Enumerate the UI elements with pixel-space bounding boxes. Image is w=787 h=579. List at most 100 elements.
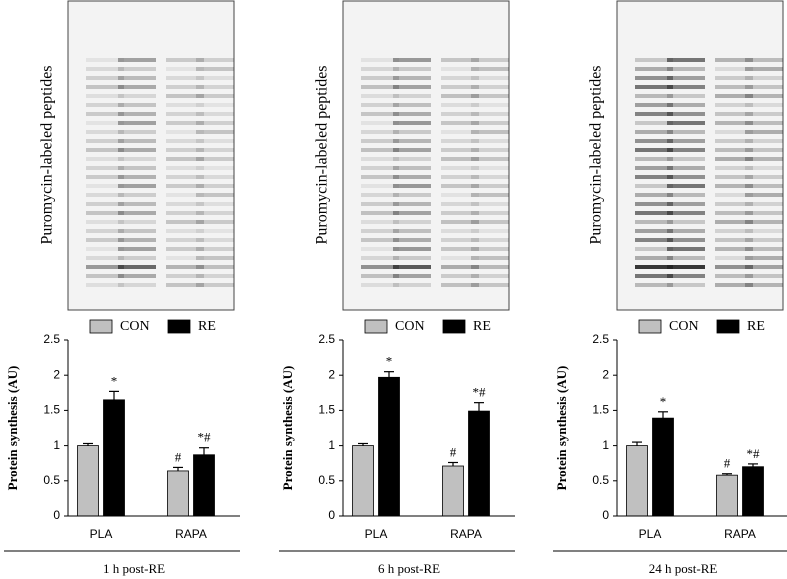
blot-band — [196, 202, 234, 206]
blot-band — [361, 166, 399, 170]
blot-band — [715, 67, 753, 71]
blot-band — [745, 130, 783, 134]
y-tick-label: 1.5 — [318, 403, 335, 417]
x-axis-label: 6 h post-RE — [378, 561, 440, 576]
error-bar — [474, 402, 484, 412]
blot-band — [393, 94, 431, 98]
error-bar — [658, 411, 668, 419]
bar — [378, 376, 400, 517]
blot-band — [745, 166, 783, 170]
blot-band — [471, 202, 509, 206]
blot-band — [393, 184, 431, 188]
blot-band — [471, 274, 509, 278]
y-tick-label: 1.5 — [592, 403, 609, 417]
blot-band — [667, 166, 705, 170]
blot-band — [118, 193, 156, 197]
blot-frame — [342, 0, 510, 311]
blot-band — [393, 265, 431, 269]
blot-band — [86, 130, 124, 134]
blot-band — [715, 202, 753, 206]
bar — [103, 399, 125, 517]
legend-swatch — [364, 319, 388, 334]
error-bar — [173, 466, 183, 471]
blot-band — [166, 148, 204, 152]
error-bar — [358, 442, 368, 446]
blot-band — [393, 229, 431, 233]
blot-band — [745, 211, 783, 215]
blot-band — [166, 58, 204, 62]
western-blot — [342, 0, 510, 311]
blot-band — [361, 283, 399, 287]
blot-band — [667, 148, 705, 152]
blot-band — [745, 184, 783, 188]
y-tick-label: 1.5 — [43, 403, 60, 417]
blot-band — [441, 274, 479, 278]
blot-band — [667, 76, 705, 80]
legend-swatch — [89, 319, 113, 334]
error-bar — [384, 371, 394, 378]
blot-band — [393, 121, 431, 125]
blot-band — [667, 130, 705, 134]
y-tick-label: 0 — [602, 508, 609, 522]
blot-band — [196, 220, 234, 224]
blot-band — [715, 274, 753, 278]
blot-band — [635, 157, 673, 161]
x-axis-label: 1 h post-RE — [103, 561, 165, 576]
blot-band — [471, 283, 509, 287]
blot-band — [196, 157, 234, 161]
blot-band — [635, 247, 673, 251]
bar — [352, 445, 374, 517]
blot-band — [715, 94, 753, 98]
blot-band — [441, 67, 479, 71]
blot-band — [667, 193, 705, 197]
blot-band — [86, 238, 124, 242]
bar — [716, 474, 738, 517]
blot-band — [715, 112, 753, 116]
blot-band — [667, 247, 705, 251]
blot-band — [441, 220, 479, 224]
blot-band — [166, 193, 204, 197]
significance-marker: * — [386, 354, 393, 369]
bar — [626, 445, 648, 517]
blot-band — [667, 175, 705, 179]
blot-band — [118, 175, 156, 179]
blot-band — [667, 94, 705, 98]
blot-band — [86, 247, 124, 251]
blot-band — [745, 238, 783, 242]
blot-band — [393, 130, 431, 134]
blot-band — [667, 121, 705, 125]
blot-band — [166, 229, 204, 233]
blot-band — [361, 103, 399, 107]
blot-band — [196, 193, 234, 197]
significance-marker: *# — [473, 385, 487, 400]
blot-band — [196, 274, 234, 278]
blot-band — [118, 220, 156, 224]
blot-band — [635, 67, 673, 71]
blot-band — [715, 247, 753, 251]
blot-band — [118, 58, 156, 62]
bar — [193, 454, 215, 517]
blot-band — [196, 139, 234, 143]
blot-band — [86, 67, 124, 71]
blot-band — [86, 85, 124, 89]
blot-band — [745, 256, 783, 260]
blot-band — [715, 58, 753, 62]
error-bar — [448, 461, 458, 467]
blot-band — [635, 283, 673, 287]
blot-band — [745, 274, 783, 278]
blot-band — [441, 58, 479, 62]
blot-band — [745, 112, 783, 116]
blot-band — [667, 103, 705, 107]
blot-band — [635, 103, 673, 107]
y-tick-label: 1 — [602, 438, 609, 452]
blot-band — [86, 166, 124, 170]
blot-band — [166, 94, 204, 98]
blot-band — [393, 256, 431, 260]
legend-swatch — [167, 319, 191, 334]
blot-band — [118, 130, 156, 134]
significance-marker: *# — [747, 446, 761, 461]
error-bar — [109, 390, 119, 400]
blot-band — [118, 139, 156, 143]
y-axis-label: Protein synthesis (AU) — [5, 366, 20, 491]
